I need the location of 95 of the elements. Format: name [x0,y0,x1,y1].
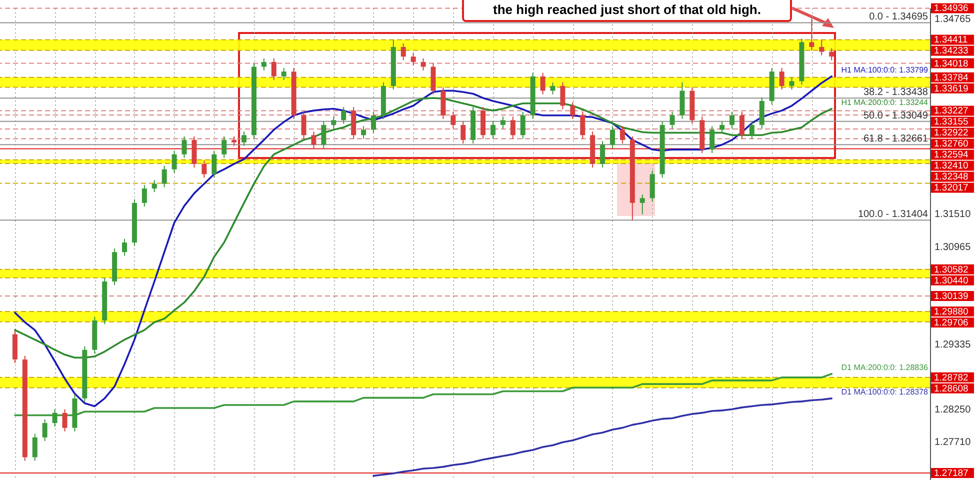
candlestick [610,126,615,149]
series-label: D1 MA:100:0:0: 1.28378 [841,387,929,396]
candlestick [122,238,128,256]
series-label: H1 MA:100:0:0: 1.33799 [841,65,929,74]
candlestick [370,111,376,134]
ref-line-label: 1.34233 [934,46,968,57]
candlestick [301,111,306,140]
candlestick [819,39,824,56]
candlestick [410,52,416,66]
candlestick [570,102,576,120]
candlestick [142,184,147,208]
candlestick [361,126,366,140]
candlestick [192,136,197,168]
candlestick [490,120,496,140]
candlestick [152,180,157,193]
candlestick [271,58,276,80]
ref-line-label: 1.32922 [934,128,968,139]
candlestick [829,48,834,61]
y-tick-label: 1.30965 [934,242,972,253]
candlestick [749,120,754,140]
candlestick [202,160,207,178]
ref-line-label: 1.33619 [934,83,968,94]
annotation: 0.0 - 1.34695 [869,12,928,23]
candlestick [400,42,406,61]
ref-line-label: 1.34018 [934,58,968,70]
candlestick [809,18,814,52]
candlestick [730,111,735,130]
candlestick [540,72,546,95]
ref-line-label: 1.32594 [934,150,968,161]
candlestick [550,82,556,95]
annotation: 38.2 - 1.33438 [864,87,928,98]
ref-line-label: 1.33784 [934,72,968,84]
candlestick [212,150,217,178]
ref-line-label: 1.33227 [934,106,968,117]
series-label: D1 MA:200:0:0: 1.28836 [841,362,929,372]
candlestick [759,96,764,130]
candlestick [500,116,506,130]
candlestick [222,136,227,158]
ref-line-label: 1.32348 [934,172,968,183]
candlestick [420,58,426,71]
ref-line-label: 1.32410 [934,160,968,172]
candlestick [232,136,237,146]
ref-line-label: 1.29706 [934,317,968,328]
candlestick [520,111,526,140]
candlestick [182,136,187,158]
ref-line-label: 1.30582 [934,264,968,276]
candlestick [460,120,466,144]
line-series [372,398,832,477]
ref-line-label: 1.27187 [934,468,968,479]
candlestick [430,62,436,95]
candlestick [62,408,68,432]
ref-line-label: 1.30440 [934,275,968,286]
ref-line-label: 1.28782 [934,372,968,384]
candlestick [640,194,645,215]
ref-line-label: 1.34411 [934,34,968,46]
candlestick [242,131,247,146]
ref-line-label: 1.32760 [934,138,968,150]
candlestick [620,126,625,144]
candlestick [510,116,516,140]
y-tick-label: 1.31510 [934,209,972,220]
ref-line-label: 1.30139 [934,290,968,302]
y-tick-label: 1.28250 [934,404,972,416]
ref-line-label: 1.34936 [934,3,968,14]
candlestick [600,140,606,168]
line-series [14,75,832,408]
candlestick [779,67,784,90]
callout-box: the high reached just short of that old high. [462,0,792,22]
candlestick [311,131,316,149]
candlestick [450,111,456,130]
candlestick [281,67,286,80]
candlestick [580,111,586,140]
y-tick-label: 1.29335 [934,340,972,351]
candlestick [650,170,655,202]
candlestick [42,418,48,442]
candlestick [321,120,326,149]
y-tick-label: 1.34765 [934,14,972,25]
y-tick-label: 1.27710 [934,437,972,448]
ref-line-label: 1.33155 [934,116,968,128]
candlestick [341,106,346,124]
annotation: 100.0 - 1.31404 [858,209,928,220]
candlestick [162,165,167,188]
candlestick [720,120,725,134]
candlestick [789,77,794,90]
candlestick [331,116,336,130]
candlestick [261,58,266,71]
candlestick [710,126,715,154]
candlestick [670,111,675,130]
series-label: H1 MA:200:0:0: 1.33244 [841,98,929,107]
candlestick [32,433,38,462]
candlestick [172,150,177,174]
candlestick [560,82,566,110]
ref-line-label: 1.32017 [934,182,968,194]
ref-line-label: 1.29880 [934,306,968,318]
ref-line-label: 1.28608 [934,383,968,394]
candlestick [739,111,744,140]
